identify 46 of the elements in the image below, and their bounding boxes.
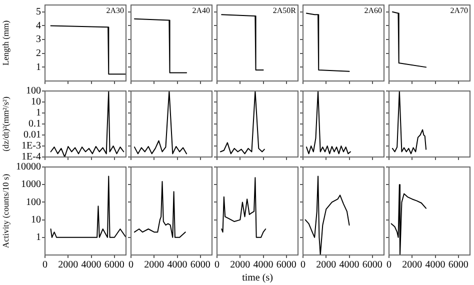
y-axis-title: (dz/dt)²(mm²/s²) <box>0 96 10 152</box>
y-tick-label: 0.1 <box>28 118 41 130</box>
chart-title: 2A30 <box>106 6 124 16</box>
x-tick-label: 6000 <box>448 260 468 271</box>
x-tick-label: 0 <box>214 260 220 271</box>
x-tick-label: 2000 <box>58 260 78 271</box>
chart-title: 2A60 <box>364 6 382 16</box>
y-tick-label: 0.01 <box>24 130 41 141</box>
x-tick-label: 0 <box>128 260 134 271</box>
y-tick-label: 1000 <box>21 179 41 190</box>
y-tick-label: 100 <box>26 86 41 97</box>
y-tick-label: 10 <box>31 214 41 226</box>
y-tick-label: 5 <box>36 6 41 18</box>
y-tick-label: 1 <box>36 108 41 119</box>
x-tick-label: 2000 <box>402 260 422 271</box>
y-tick-label: 3 <box>36 34 41 46</box>
x-tick-label: 6000 <box>276 260 296 271</box>
y-axis-title: Length (mm) <box>0 20 10 66</box>
x-tick-label: 2000 <box>316 260 336 271</box>
y-tick-label: 1E-4 <box>22 152 41 163</box>
x-tick-label: 6000 <box>362 260 382 271</box>
chart-title: 2A50R <box>272 6 297 16</box>
x-axis-title: time (s) <box>242 272 273 284</box>
y-tick-label: 1 <box>36 62 41 73</box>
x-tick-label: 4000 <box>425 260 446 271</box>
y-tick-label: 4 <box>36 20 41 32</box>
x-tick-label: 4000 <box>167 260 188 271</box>
y-tick-label: 10 <box>31 96 41 108</box>
chart-title: 2A70 <box>450 6 468 16</box>
y-tick-label: 1 <box>36 232 41 244</box>
x-tick-label: 6000 <box>104 260 124 271</box>
x-tick-label: 0 <box>42 260 48 271</box>
y-tick-label: 2 <box>36 48 41 59</box>
y-axis-title: Activity (counts/10 s) <box>0 174 10 248</box>
y-tick-label: 100 <box>26 196 41 208</box>
x-tick-label: 0 <box>386 260 392 271</box>
x-tick-label: 2000 <box>230 260 250 271</box>
x-tick-label: 6000 <box>190 260 210 271</box>
y-tick-label: 1E-3 <box>22 140 41 152</box>
x-tick-label: 4000 <box>253 260 274 271</box>
y-tick-label: 10000 <box>16 162 41 173</box>
x-tick-label: 4000 <box>81 260 102 271</box>
x-tick-label: 4000 <box>339 260 360 271</box>
x-tick-label: 0 <box>300 260 306 271</box>
chart-title: 2A40 <box>192 6 210 16</box>
x-tick-label: 2000 <box>144 260 164 271</box>
